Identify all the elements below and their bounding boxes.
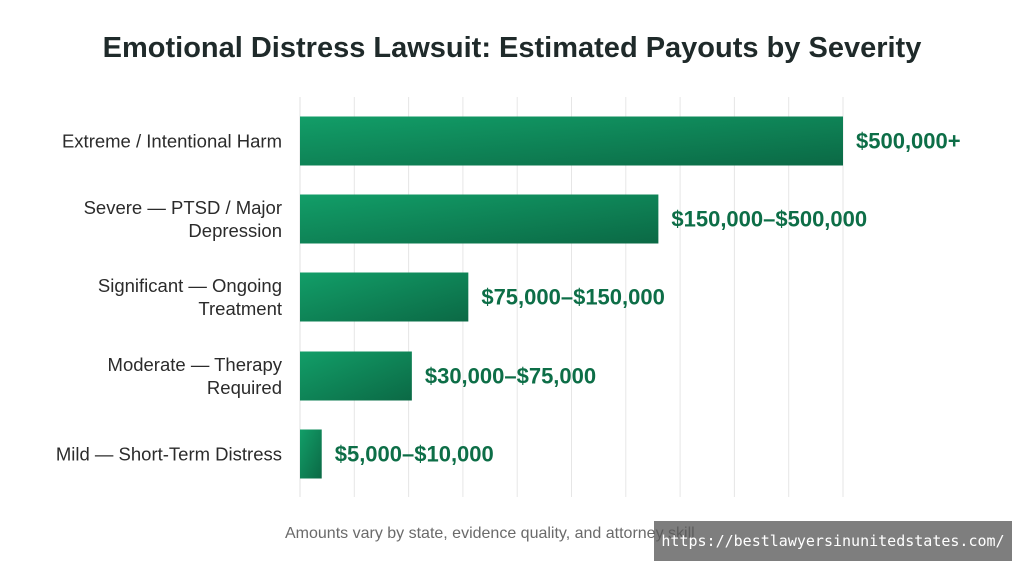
value-label: $500,000+: [856, 129, 961, 154]
category-label: Significant — Ongoing: [98, 275, 282, 296]
watermark-url: https://bestlawyersinunitedstates.com/: [654, 521, 1012, 561]
bar: [300, 272, 469, 322]
bars: [300, 116, 843, 479]
value-label: $75,000–$150,000: [481, 285, 665, 310]
footnote: Amounts vary by state, evidence quality,…: [285, 525, 695, 542]
category-label: Treatment: [198, 298, 282, 319]
bar: [300, 194, 659, 244]
category-label: Moderate — Therapy: [108, 354, 283, 375]
value-label: $150,000–$500,000: [671, 207, 867, 232]
bar: [300, 351, 412, 401]
category-label: Severe — PTSD / Major: [84, 197, 282, 218]
chart-title: Emotional Distress Lawsuit: Estimated Pa…: [102, 32, 922, 64]
category-labels: Extreme / Intentional Harm Severe — PTSD …: [56, 131, 283, 465]
value-label: $5,000–$10,000: [335, 442, 494, 467]
bar: [300, 116, 843, 166]
bar: [300, 429, 322, 479]
value-label: $30,000–$75,000: [425, 364, 596, 389]
category-label: Depression: [188, 220, 282, 241]
category-label: Required: [207, 377, 282, 398]
category-label: Extreme / Intentional Harm: [62, 131, 282, 152]
category-label: Mild — Short-Term Distress: [56, 444, 282, 465]
value-labels: $500,000+ $150,000–$500,000 $75,000–$150,0…: [335, 129, 961, 467]
